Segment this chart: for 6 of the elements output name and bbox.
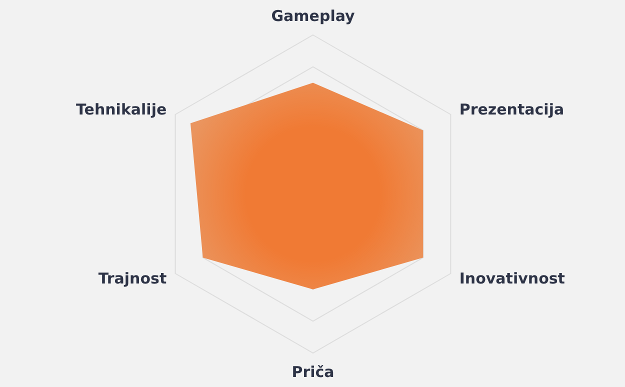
spoke-label: Tehnikalije <box>76 100 167 118</box>
spoke-label: Priča <box>292 363 334 381</box>
spoke-label: Trajnost <box>98 270 167 288</box>
spoke-label: Prezentacija <box>459 100 564 118</box>
spoke-label: Inovativnost <box>459 270 565 288</box>
spoke-label: Gameplay <box>271 7 355 25</box>
